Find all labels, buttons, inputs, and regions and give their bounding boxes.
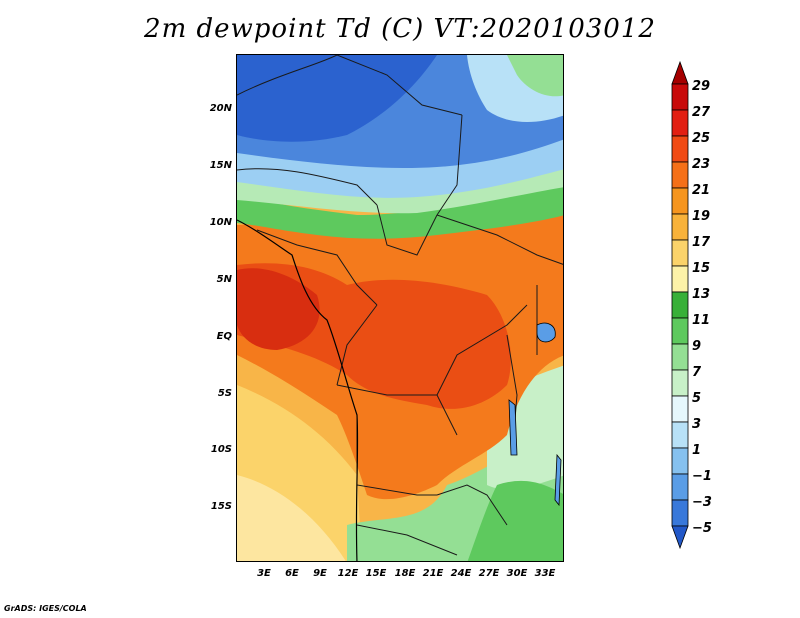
map-title: 2m dewpoint Td (C) VT:2020103012 bbox=[144, 14, 656, 44]
colorbar-segment bbox=[671, 239, 689, 267]
colorbar-segment bbox=[671, 317, 689, 345]
lat-label-20n: 20N bbox=[209, 103, 232, 114]
lon-label-12e: 12E bbox=[337, 568, 359, 579]
colorbar-label-23: 23 bbox=[692, 157, 711, 172]
colorbar-label-13: 13 bbox=[692, 287, 711, 302]
lake-tanganyika bbox=[508, 399, 518, 456]
field-deep-blue bbox=[237, 55, 437, 142]
lat-label-5s: 5S bbox=[217, 388, 232, 399]
lon-label-6e: 6E bbox=[285, 568, 299, 579]
colorbar-segment bbox=[671, 109, 689, 137]
lon-label-15e: 15E bbox=[365, 568, 387, 579]
colorbar-segment bbox=[671, 421, 689, 449]
lon-label-9e: 9E bbox=[313, 568, 327, 579]
colorbar-segment bbox=[671, 447, 689, 475]
field-green-band bbox=[237, 183, 563, 239]
lake-malawi bbox=[554, 453, 562, 507]
colorbar-label-1: 1 bbox=[692, 443, 702, 458]
colorbar-label-15: 15 bbox=[692, 261, 711, 276]
lake-victoria bbox=[536, 322, 556, 343]
dewpoint-field bbox=[237, 55, 563, 561]
colorbar-segment bbox=[671, 343, 689, 371]
lon-label-3e: 3E bbox=[257, 568, 271, 579]
colorbar-segment bbox=[671, 265, 689, 293]
colorbar-label-7: 7 bbox=[692, 365, 702, 380]
colorbar-label-9: 9 bbox=[692, 339, 702, 354]
lat-label-10n: 10N bbox=[209, 217, 232, 228]
field-green-ne bbox=[507, 55, 563, 97]
colorbar-segment bbox=[671, 395, 689, 423]
colorbar-arrow-bottom bbox=[671, 525, 689, 550]
lon-label-33e: 33E bbox=[534, 568, 556, 579]
colorbar-segment bbox=[671, 83, 689, 111]
grads-credit: GrADS: IGES/COLA bbox=[4, 604, 87, 613]
colorbar-label-27: 27 bbox=[692, 105, 711, 120]
lat-label-5n: 5N bbox=[216, 274, 232, 285]
field-yellow-south bbox=[237, 385, 362, 561]
colorbar-label-11: 11 bbox=[692, 313, 711, 328]
colorbar-segment bbox=[671, 161, 689, 189]
colorbar-arrow-top bbox=[671, 60, 689, 85]
field-red-west bbox=[237, 268, 320, 350]
lon-label-27e: 27E bbox=[478, 568, 500, 579]
colorbar-label-25: 25 bbox=[692, 131, 711, 146]
colorbar-label-5: 5 bbox=[692, 391, 702, 406]
colorbar-segments bbox=[671, 60, 689, 550]
colorbar-segment bbox=[671, 135, 689, 163]
colorbar-segment bbox=[671, 369, 689, 397]
colorbar-label-3: 3 bbox=[692, 417, 702, 432]
colorbar-label-minus1: −1 bbox=[692, 469, 712, 484]
colorbar-segment bbox=[671, 499, 689, 527]
colorbar-label-minus3: −3 bbox=[692, 495, 712, 510]
field-pale-green bbox=[237, 165, 563, 214]
colorbar-segment bbox=[671, 291, 689, 319]
lat-label-eq: EQ bbox=[216, 331, 232, 342]
lon-label-30e: 30E bbox=[506, 568, 528, 579]
colorbar-label-19: 19 bbox=[692, 209, 711, 224]
lat-label-10s: 10S bbox=[210, 444, 232, 455]
colorbar-label-17: 17 bbox=[692, 235, 711, 250]
colorbar-label-minus5: −5 bbox=[692, 521, 712, 536]
lon-label-21e: 21E bbox=[422, 568, 444, 579]
lat-label-15s: 15S bbox=[210, 501, 232, 512]
colorbar-label-21: 21 bbox=[692, 183, 711, 198]
dewpoint-map[interactable] bbox=[236, 54, 564, 562]
colorbar-segment bbox=[671, 187, 689, 215]
lat-label-15n: 15N bbox=[209, 160, 232, 171]
colorbar-label-29: 29 bbox=[692, 79, 711, 94]
lon-label-24e: 24E bbox=[450, 568, 472, 579]
colorbar-segment bbox=[671, 473, 689, 501]
coastline bbox=[237, 219, 359, 561]
colorbar-segment bbox=[671, 213, 689, 241]
lon-label-18e: 18E bbox=[394, 568, 416, 579]
